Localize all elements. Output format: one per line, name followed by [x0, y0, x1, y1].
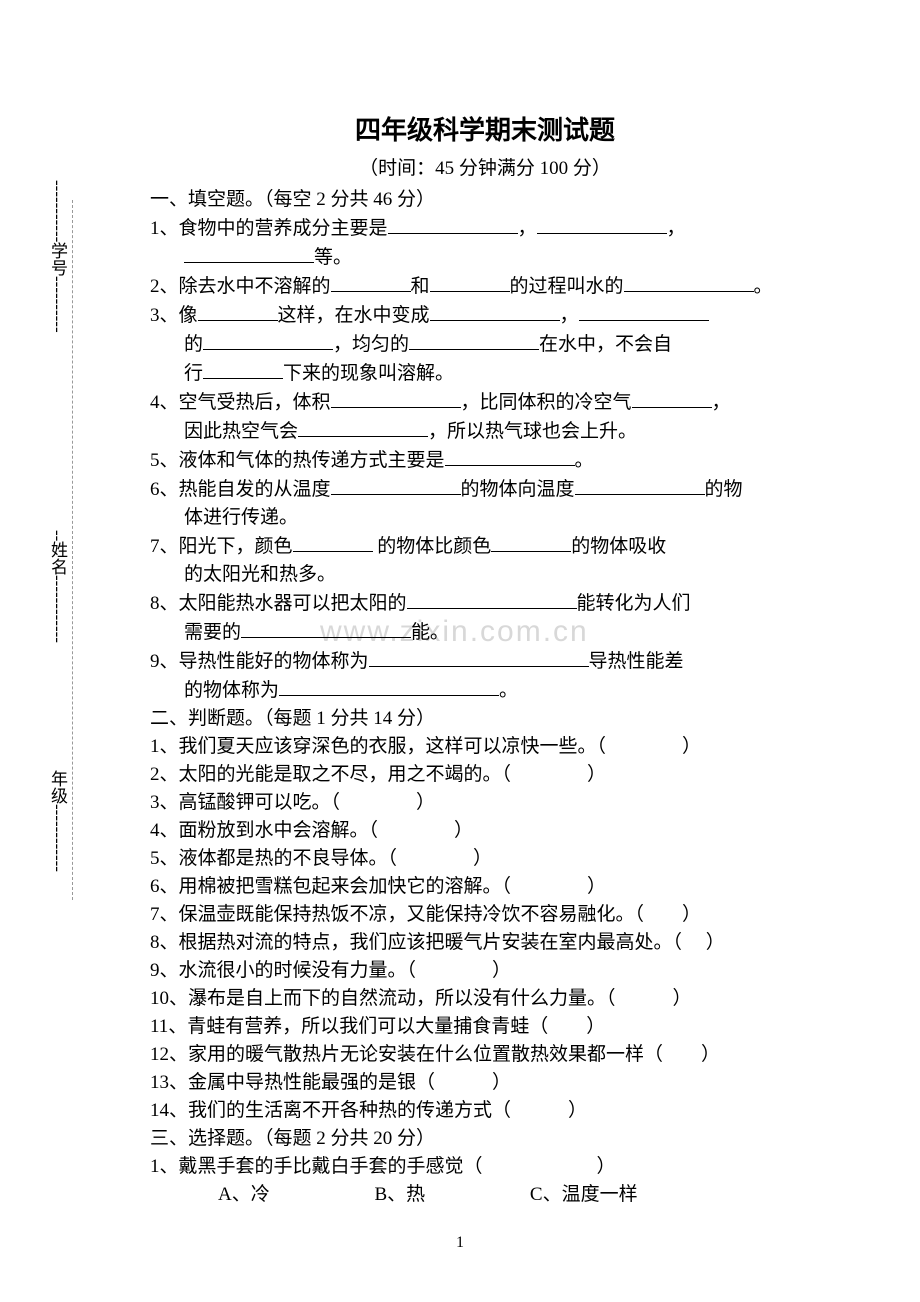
- fill-q6-line2: 体进行传递。: [150, 504, 820, 532]
- fill-q6-line1: 6、热能自发的从温度的物体向温度的物: [150, 475, 820, 504]
- section-2-header: 二、判断题。（每题 1 分共 14 分）: [150, 705, 820, 733]
- fill-q8-line2: 需要的能。: [150, 618, 820, 647]
- judge-q5: 5、液体都是热的不良导体。（ ）: [150, 845, 820, 873]
- vert-label-grade: 年级------------: [45, 770, 70, 1070]
- judge-q12: 12、家用的暖气散热片无论安装在什么位置散热效果都一样（ ）: [150, 1041, 820, 1069]
- fill-q5: 5、液体和气体的热传递方式主要是。: [150, 446, 820, 475]
- judge-q3: 3、高锰酸钾可以吃。（ ）: [150, 789, 820, 817]
- fill-q3-line2: 的，均匀的在水中，不会自: [150, 330, 820, 359]
- fill-q1-line2: 等。: [150, 243, 820, 272]
- judge-q8: 8、根据热对流的特点，我们应该把暖气片安装在室内最高处。（ ）: [150, 929, 820, 957]
- choice-q1-b: B、热: [374, 1181, 425, 1209]
- exam-title: 四年级科学期末测试题: [150, 110, 820, 147]
- judge-q13: 13、金属中导热性能最强的是银（ ）: [150, 1069, 820, 1097]
- judge-q1: 1、我们夏天应该穿深色的衣服，这样可以凉快一些。（ ）: [150, 733, 820, 761]
- fill-q7-line2: 的太阳光和热多。: [150, 561, 820, 589]
- fill-q8-line1: 8、太阳能热水器可以把太阳的能转化为人们: [150, 589, 820, 618]
- fill-q1-line1: 1、食物中的营养成分主要是，，: [150, 214, 820, 243]
- fill-q9-line2: 的物体称为。: [150, 676, 820, 705]
- choice-q1-a: A、冷: [218, 1181, 270, 1209]
- fill-q2: 2、除去水中不溶解的和的过程叫水的。: [150, 272, 820, 301]
- binding-line: [72, 200, 73, 900]
- judge-q14: 14、我们的生活离不开各种热的传递方式（ ）: [150, 1097, 820, 1125]
- judge-q2: 2、太阳的光能是取之不尽，用之不竭的。（ ）: [150, 761, 820, 789]
- exam-subtitle: （时间：45 分钟满分 100 分）: [150, 153, 820, 180]
- judge-q6: 6、用棉被把雪糕包起来会加快它的溶解。（ ）: [150, 873, 820, 901]
- choice-q1-options: A、冷 B、热 C、温度一样: [150, 1181, 820, 1209]
- fill-q7-line1: 7、阳光下，颜色 的物体比颜色的物体吸收: [150, 532, 820, 561]
- judge-q9: 9、水流很小的时候没有力量。（ ）: [150, 957, 820, 985]
- page-number: 1: [0, 1234, 920, 1252]
- choice-q1-c: C、温度一样: [530, 1181, 638, 1209]
- fill-q3-line3: 行下来的现象叫溶解。: [150, 359, 820, 388]
- vert-label-studentid: -----------学号----------: [45, 180, 70, 480]
- judge-q10: 10、瀑布是自上而下的自然流动，所以没有什么力量。（ ）: [150, 985, 820, 1013]
- fill-q9-line1: 9、导热性能好的物体称为导热性能差: [150, 647, 820, 676]
- choice-q1: 1、戴黑手套的手比戴白手套的手感觉（ ）: [150, 1153, 820, 1181]
- judge-q11: 11、青蛙有营养，所以我们可以大量捕食青蛙（ ）: [150, 1013, 820, 1041]
- section-1-header: 一、填空题。（每空 2 分共 46 分）: [150, 186, 820, 214]
- fill-q4-line2: 因此热空气会，所以热气球也会上升。: [150, 417, 820, 446]
- section-3-header: 三、选择题。（每题 2 分共 20 分）: [150, 1125, 820, 1153]
- judge-q7: 7、保温壶既能保持热饭不凉，又能保持冷饮不容易融化。（ ）: [150, 901, 820, 929]
- fill-q4-line1: 4、空气受热后，体积，比同体积的冷空气，: [150, 388, 820, 417]
- fill-q3-line1: 3、像这样，在水中变成，: [150, 301, 820, 330]
- judge-q4: 4、面粉放到水中会溶解。（ ）: [150, 817, 820, 845]
